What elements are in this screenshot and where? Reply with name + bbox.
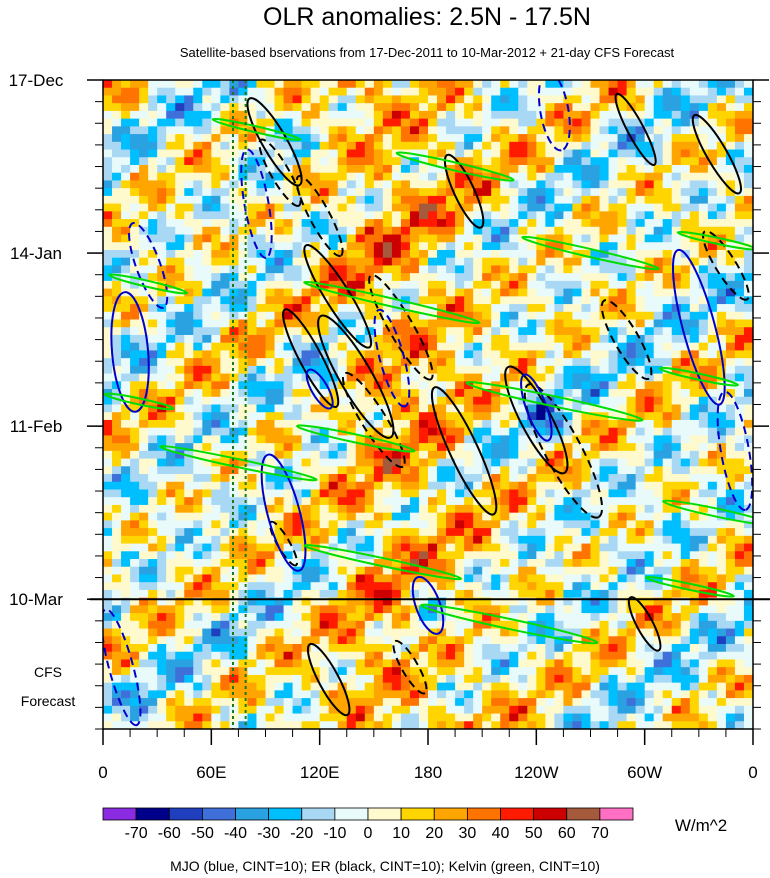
chart-title: OLR anomalies: 2.5N - 17.5N <box>263 3 591 31</box>
colorbar-swatch <box>334 807 369 821</box>
er-contour <box>306 642 351 717</box>
colorbar-swatch <box>168 807 203 821</box>
colorbar-swatch <box>301 807 336 821</box>
colorbar-tick-label: 60 <box>558 825 576 842</box>
kelvin-contour <box>420 603 599 645</box>
kelvin-contour <box>676 230 753 251</box>
er-contour <box>443 153 485 229</box>
mjo-contour <box>716 390 753 511</box>
kelvin-contour <box>108 273 189 295</box>
y-tick-label: 17-Dec <box>9 71 64 90</box>
colorbar-swatch <box>201 807 236 821</box>
chart-subtitle: Satellite-based bservations from 17-Dec-… <box>180 45 675 60</box>
er-contour <box>392 639 428 695</box>
forecast-label-line1: CFS <box>34 664 62 680</box>
er-contour <box>258 138 302 207</box>
kelvin-contour <box>644 576 735 598</box>
mjo-contour <box>411 575 445 635</box>
mjo-contour <box>373 308 411 408</box>
er-contour <box>246 97 303 187</box>
colorbar-tick-label: 40 <box>492 825 510 842</box>
colorbar-units: W/m^2 <box>675 816 727 835</box>
kelvin-contour <box>211 117 302 141</box>
mjo-contour <box>128 221 169 309</box>
colorbar-tick-label: -70 <box>125 825 148 842</box>
er-contour <box>368 273 434 381</box>
er-contour <box>523 383 604 519</box>
er-contour <box>341 371 406 469</box>
reference-lines <box>232 80 247 729</box>
x-tick-label: 0 <box>748 763 757 782</box>
colorbar-tick-label: -50 <box>191 825 214 842</box>
colorbar-tick-label: 70 <box>591 825 609 842</box>
colorbar-swatch <box>466 807 501 821</box>
kelvin-contour <box>662 499 753 526</box>
x-axis: 0 60E 120E 180 120W 60W 0 <box>98 729 758 782</box>
colorbar-swatch <box>599 807 634 821</box>
kelvin-contour <box>159 445 318 482</box>
colorbar-tick-label: -60 <box>158 825 181 842</box>
colorbar-swatch <box>433 807 468 821</box>
y-tick-label: 10-Mar <box>9 590 63 609</box>
colorbar-swatch <box>102 807 137 821</box>
colorbar-swatch <box>235 807 270 821</box>
colorbar: -70 -60 -50 -40 -30 -20 -10 0 10 20 30 40 50 60 70 <box>102 807 634 842</box>
er-contour <box>600 299 653 381</box>
kelvin-contour <box>658 366 739 387</box>
colorbar-tick-label: -40 <box>224 825 247 842</box>
x-tick-label: 60E <box>196 763 226 782</box>
colorbar-swatch <box>135 807 170 821</box>
er-contour <box>303 244 373 349</box>
kelvin-contour <box>303 544 463 581</box>
y-tick-label: 14-Jan <box>10 244 62 263</box>
colorbar-tick-label: -30 <box>257 825 280 842</box>
er-contour <box>295 174 344 257</box>
mjo-contour <box>537 80 571 152</box>
x-tick-label: 120E <box>300 763 340 782</box>
kelvin-contour <box>103 392 175 411</box>
colorbar-swatch <box>400 807 435 821</box>
er-contour <box>702 230 750 301</box>
colorbar-tick-label: 30 <box>458 825 476 842</box>
wave-contours <box>103 80 753 727</box>
y-tick-label: 11-Feb <box>10 417 63 436</box>
kelvin-contour <box>303 280 481 325</box>
er-contour <box>627 596 662 652</box>
y-axis: 17-Dec 14-Jan 11-Feb 10-Mar <box>9 71 769 730</box>
mjo-contour <box>103 608 142 727</box>
colorbar-tick-label: 50 <box>525 825 543 842</box>
kelvin-contour <box>395 151 515 182</box>
colorbar-swatch <box>533 807 568 821</box>
kelvin-contour <box>296 424 416 453</box>
x-tick-label: 120W <box>514 763 558 782</box>
forecast-label-line2: Forecast <box>21 693 76 709</box>
kelvin-contour <box>465 381 644 422</box>
contour-legend: MJO (blue, CINT=10); ER (black, CINT=10)… <box>170 858 600 874</box>
mjo-contour <box>305 368 334 410</box>
colorbar-swatch <box>367 807 402 821</box>
x-tick-label: 0 <box>98 763 107 782</box>
mjo-contour <box>260 453 307 572</box>
olr-heatmap <box>103 80 753 729</box>
colorbar-swatch <box>500 807 535 821</box>
kelvin-contour <box>521 235 660 271</box>
colorbar-tick-label: -10 <box>323 825 346 842</box>
colorbar-swatch <box>566 807 601 821</box>
er-contour <box>430 386 498 516</box>
colorbar-tick-label: 0 <box>364 825 373 842</box>
er-contour <box>317 314 395 439</box>
mjo-contour <box>110 291 150 413</box>
mjo-contour <box>671 248 726 406</box>
colorbar-tick-label: 10 <box>392 825 410 842</box>
er-contour <box>614 92 657 166</box>
x-tick-label: 180 <box>414 763 442 782</box>
colorbar-swatch <box>268 807 303 821</box>
colorbar-tick-label: -20 <box>290 825 313 842</box>
er-contour <box>691 113 742 195</box>
x-tick-label: 60W <box>627 763 662 782</box>
colorbar-tick-label: 20 <box>425 825 443 842</box>
er-contour <box>282 308 340 408</box>
